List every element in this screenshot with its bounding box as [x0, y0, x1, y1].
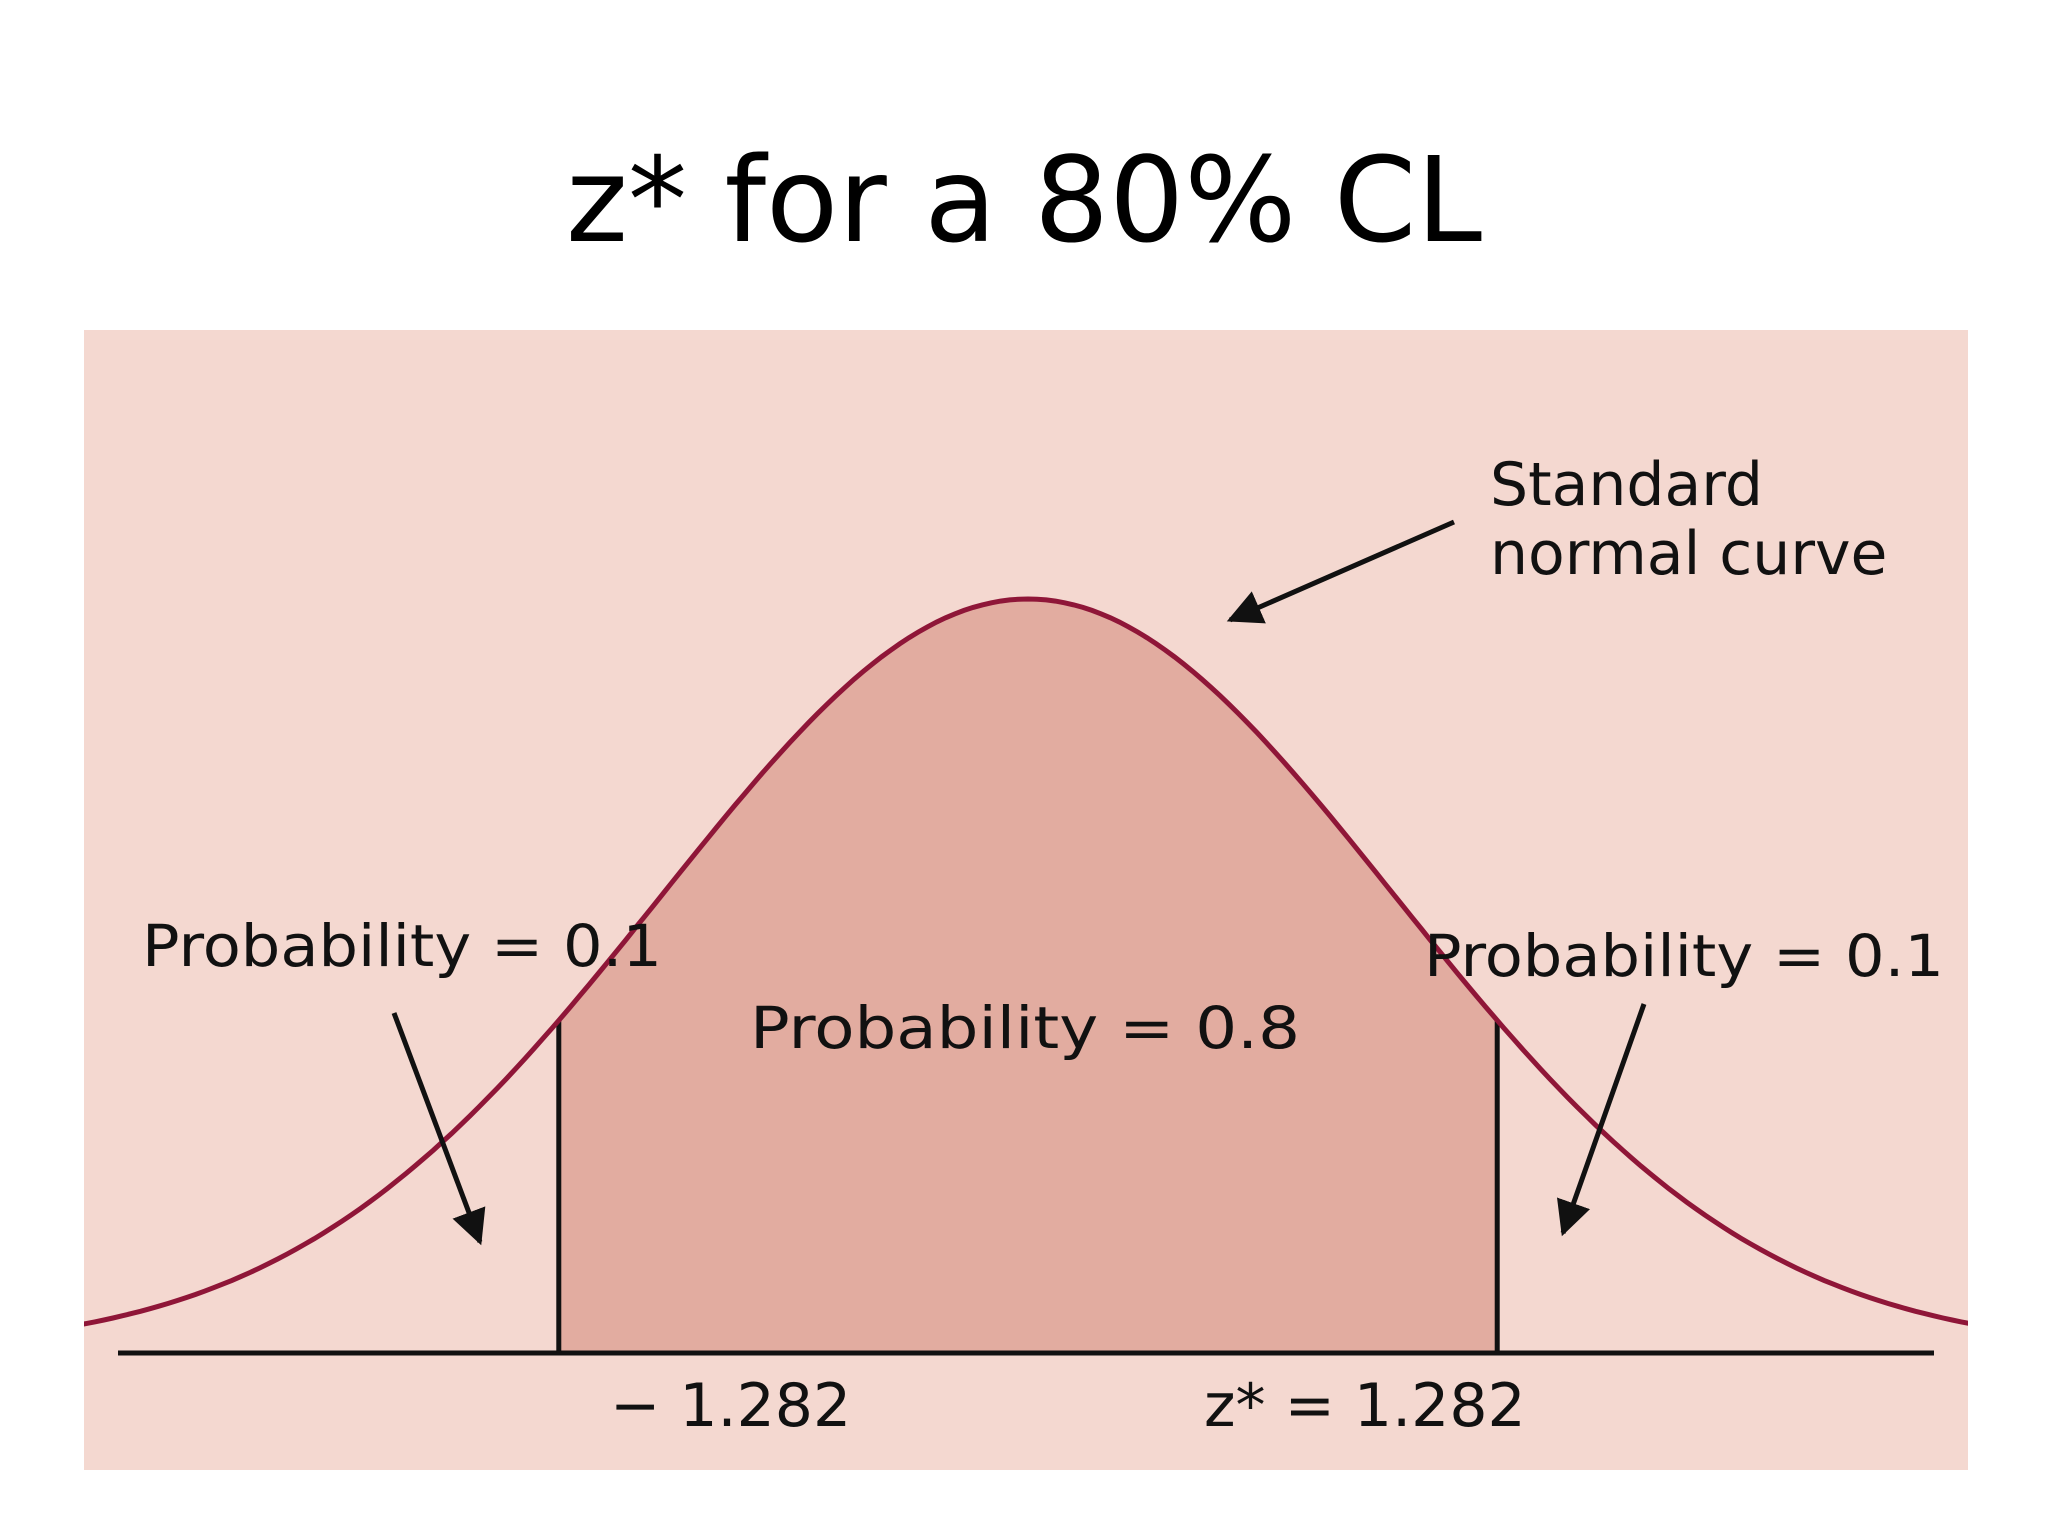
left-cutoff-label: − 1.282 [610, 1371, 851, 1441]
center-probability-label: Probability = 0.8 [750, 994, 1300, 1062]
center-region-shading [558, 599, 1498, 1351]
curve-label-line1: Standard [1490, 450, 1763, 520]
left-tail-arrow [391, 1012, 486, 1246]
curve-label-arrow [1226, 519, 1456, 624]
normal-curve-diagram: Standard normal curve Probability = 0.1 … [84, 330, 1968, 1470]
left-tail-probability-label: Probability = 0.1 [142, 912, 662, 980]
normal-curve-figure: Standard normal curve Probability = 0.1 … [84, 330, 1968, 1470]
slide-title: z* for a 80% CL [566, 131, 1482, 269]
right-cutoff-label: z* = 1.282 [1204, 1371, 1526, 1441]
right-tail-arrow [1557, 1003, 1647, 1237]
standard-normal-curve [84, 596, 1968, 1327]
right-tail-probability-label: Probability = 0.1 [1424, 922, 1944, 990]
curve-label-line2: normal curve [1490, 519, 1887, 589]
